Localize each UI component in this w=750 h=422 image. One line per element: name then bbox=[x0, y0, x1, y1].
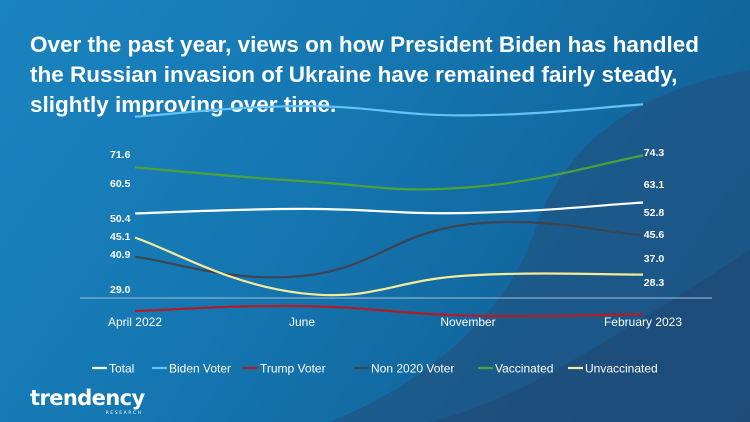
series-line-vaccinated bbox=[134, 154, 644, 191]
legend-label-vaccinated: Vaccinated bbox=[495, 362, 553, 376]
x-tick-label: June bbox=[289, 315, 315, 329]
data-label-total-start: 50.4 bbox=[110, 213, 131, 225]
data-label-non-2020-voter-start: 40.9 bbox=[110, 249, 131, 261]
data-label-biden-voter-end: 74.3 bbox=[644, 147, 665, 159]
data-label-total-end: 52.8 bbox=[644, 207, 665, 219]
data-label-trump-voter-start: 29.0 bbox=[110, 284, 131, 296]
data-label-vaccinated-start: 60.5 bbox=[110, 178, 131, 190]
data-label-trump-voter-end: 28.3 bbox=[644, 277, 665, 289]
data-label-non-2020-voter-end: 45.6 bbox=[644, 229, 665, 241]
series-line-trump-voter bbox=[134, 304, 644, 318]
trendency-logo: trendency RESEARCH bbox=[30, 386, 145, 416]
data-label-biden-voter-start: 71.6 bbox=[110, 149, 131, 161]
legend-label-non-2020-voter: Non 2020 Voter bbox=[371, 362, 454, 376]
legend-label-biden-voter: Biden Voter bbox=[169, 362, 231, 376]
data-label-unvaccinated-start: 45.1 bbox=[110, 231, 131, 243]
x-tick-label: November bbox=[440, 315, 495, 329]
legend-label-trump-voter: Trump Voter bbox=[260, 362, 326, 376]
data-label-vaccinated-end: 63.1 bbox=[644, 179, 665, 191]
x-tick-label: February 2023 bbox=[604, 315, 682, 329]
series-line-unvaccinated bbox=[134, 236, 644, 297]
legend-label-total: Total bbox=[109, 362, 134, 376]
logo-tagline: RESEARCH bbox=[105, 411, 143, 416]
series-line-total bbox=[134, 201, 644, 215]
series-line-non-2020-voter bbox=[134, 220, 644, 279]
logo-wordmark: trendency bbox=[30, 386, 145, 410]
data-label-unvaccinated-end: 37.0 bbox=[644, 253, 665, 265]
legend-label-unvaccinated: Unvaccinated bbox=[585, 362, 658, 376]
series-line-biden-voter bbox=[134, 103, 644, 118]
chart-title: Over the past year, views on how Preside… bbox=[30, 32, 699, 117]
x-tick-label: April 2022 bbox=[108, 315, 162, 329]
